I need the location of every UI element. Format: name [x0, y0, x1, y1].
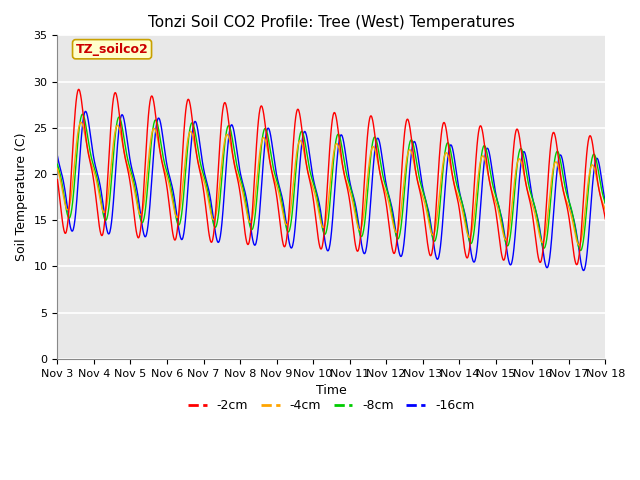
Y-axis label: Soil Temperature (C): Soil Temperature (C) [15, 133, 28, 262]
Legend: -2cm, -4cm, -8cm, -16cm: -2cm, -4cm, -8cm, -16cm [183, 395, 479, 418]
X-axis label: Time: Time [316, 384, 347, 397]
Title: Tonzi Soil CO2 Profile: Tree (West) Temperatures: Tonzi Soil CO2 Profile: Tree (West) Temp… [148, 15, 515, 30]
Text: TZ_soilco2: TZ_soilco2 [76, 43, 148, 56]
